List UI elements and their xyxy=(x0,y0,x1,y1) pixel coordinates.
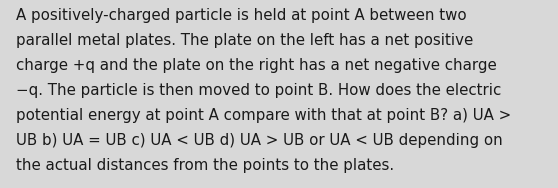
Text: potential energy at point A compare with that at point B? a) UA >: potential energy at point A compare with… xyxy=(16,108,511,124)
Text: UB b) UA = UB c) UA < UB d) UA > UB or UA < UB depending on: UB b) UA = UB c) UA < UB d) UA > UB or U… xyxy=(16,133,502,149)
Text: charge +q and the plate on the right has a net negative charge: charge +q and the plate on the right has… xyxy=(16,58,497,74)
Text: parallel metal plates. The plate on the left has a net positive: parallel metal plates. The plate on the … xyxy=(16,33,473,49)
Text: A positively-charged particle is held at point A between two: A positively-charged particle is held at… xyxy=(16,8,466,24)
Text: −q. The particle is then moved to point B. How does the electric: −q. The particle is then moved to point … xyxy=(16,83,501,99)
Text: the actual distances from the points to the plates.: the actual distances from the points to … xyxy=(16,158,394,174)
